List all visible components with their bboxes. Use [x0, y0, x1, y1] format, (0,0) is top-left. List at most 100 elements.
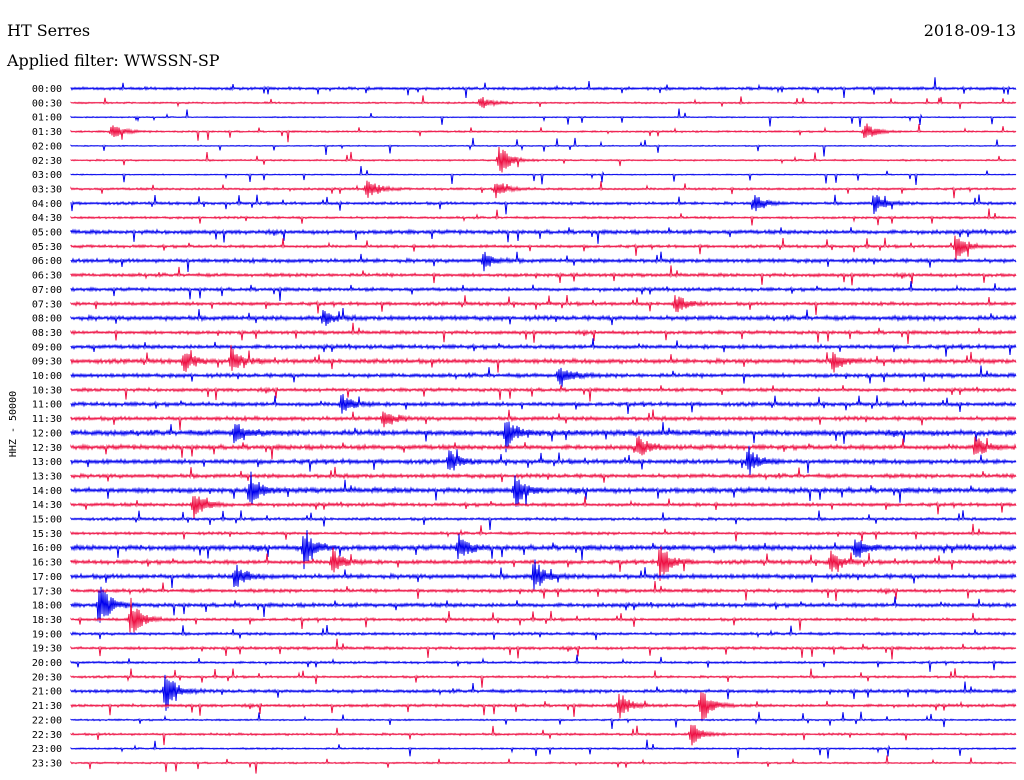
row-time-label: 09:00 [32, 342, 62, 353]
trace-line [70, 581, 1017, 602]
trace-line [70, 668, 1017, 688]
trace-line [70, 251, 1017, 273]
row-time-label: 22:00 [32, 715, 62, 726]
trace-line [70, 597, 1017, 633]
row-time-label: 19:30 [32, 644, 62, 655]
row-time-label: 23:00 [32, 744, 62, 755]
row-time-label: 19:00 [32, 629, 62, 640]
row-time-label: 23:30 [32, 758, 62, 769]
channel-gain-label: HHZ - 50000 [8, 391, 19, 457]
row-time-label: 04:30 [32, 213, 62, 224]
trace-line [70, 471, 1017, 507]
trace-line [70, 394, 1017, 415]
trace-line [70, 227, 1017, 244]
trace-line [70, 739, 1017, 759]
trace-line [70, 77, 1017, 99]
row-time-label: 08:30 [32, 328, 62, 339]
row-time-label: 01:00 [32, 113, 62, 124]
trace-line [70, 638, 1017, 660]
row-time-label: 02:30 [32, 156, 62, 167]
trace-line [70, 466, 1017, 483]
trace-line [70, 95, 1017, 110]
trace-line [70, 445, 1017, 475]
row-time-label: 13:30 [32, 471, 62, 482]
row-time-label: 11:00 [32, 400, 62, 411]
row-time-label: 06:00 [32, 256, 62, 267]
row-time-label: 09:30 [32, 357, 62, 368]
row-time-label: 03:00 [32, 170, 62, 181]
row-time-label: 21:30 [32, 701, 62, 712]
row-time-label: 17:00 [32, 572, 62, 583]
trace-line [70, 586, 1017, 623]
row-time-label: 05:00 [32, 228, 62, 239]
trace-line [70, 546, 1017, 582]
trace-line [70, 409, 1017, 430]
trace-line [70, 123, 1017, 143]
row-time-label: 21:00 [32, 687, 62, 698]
trace-line [70, 180, 1017, 199]
row-time-label: 00:30 [32, 98, 62, 109]
filter-label: Applied filter: WWSSN-SP [6, 51, 220, 70]
trace-line [70, 137, 1017, 157]
trace-line [70, 421, 1017, 453]
trace-line [70, 294, 1017, 315]
trace-line [70, 510, 1017, 531]
row-time-label: 11:30 [32, 414, 62, 425]
row-time-label: 15:30 [32, 529, 62, 540]
trace-line [70, 265, 1017, 286]
row-time-label: 01:30 [32, 127, 62, 138]
row-time-label: 07:00 [32, 285, 62, 296]
row-time-label: 05:30 [32, 242, 62, 253]
row-time-label: 12:00 [32, 428, 62, 439]
trace-line [70, 711, 1017, 730]
row-time-label: 04:00 [32, 199, 62, 210]
trace-line [70, 625, 1017, 641]
row-time-label: 10:30 [32, 385, 62, 396]
trace-line [70, 108, 1017, 127]
row-time-label: 14:30 [32, 500, 62, 511]
row-time-label: 20:30 [32, 672, 62, 683]
trace-line [70, 692, 1017, 722]
row-time-label: 17:30 [32, 586, 62, 597]
trace-line [70, 308, 1017, 326]
row-time-label: 02:00 [32, 141, 62, 152]
row-time-label: 15:00 [32, 515, 62, 526]
row-time-label: 16:00 [32, 543, 62, 554]
row-time-label: 18:00 [32, 601, 62, 612]
trace-line [70, 755, 1017, 774]
trace-line [70, 165, 1017, 185]
trace-line [70, 559, 1017, 590]
row-time-label: 07:30 [32, 299, 62, 310]
trace-line [70, 208, 1017, 226]
trace-line [70, 235, 1017, 260]
trace-line [70, 281, 1017, 301]
trace-line [70, 344, 1017, 373]
trace-line [70, 322, 1017, 345]
trace-line [70, 338, 1017, 357]
row-time-label: 20:00 [32, 658, 62, 669]
trace-line [70, 146, 1017, 173]
trace-line [70, 724, 1017, 746]
row-time-label: 06:30 [32, 271, 62, 282]
row-time-label: 16:30 [32, 558, 62, 569]
row-time-label: 14:00 [32, 486, 62, 497]
trace-line [70, 365, 1017, 387]
trace-line [70, 436, 1017, 460]
trace-line [70, 194, 1017, 215]
date-label: 2018-09-13 [924, 21, 1016, 40]
trace-line [70, 496, 1017, 520]
station-title: HT Serres [7, 21, 90, 40]
trace-line [70, 654, 1017, 672]
trace-line [70, 385, 1017, 402]
trace-rows: 00:00 00:30 01:00 01:30 02:00 02:30 03:00 03:30… [32, 77, 1017, 774]
row-time-label: 18:30 [32, 615, 62, 626]
row-time-label: 22:30 [32, 730, 62, 741]
row-time-label: 12:30 [32, 443, 62, 454]
trace-line [70, 530, 1017, 570]
row-time-label: 08:00 [32, 314, 62, 325]
row-time-label: 03:30 [32, 184, 62, 195]
trace-line [70, 523, 1017, 542]
row-time-label: 00:00 [32, 84, 62, 95]
row-time-label: 10:00 [32, 371, 62, 382]
